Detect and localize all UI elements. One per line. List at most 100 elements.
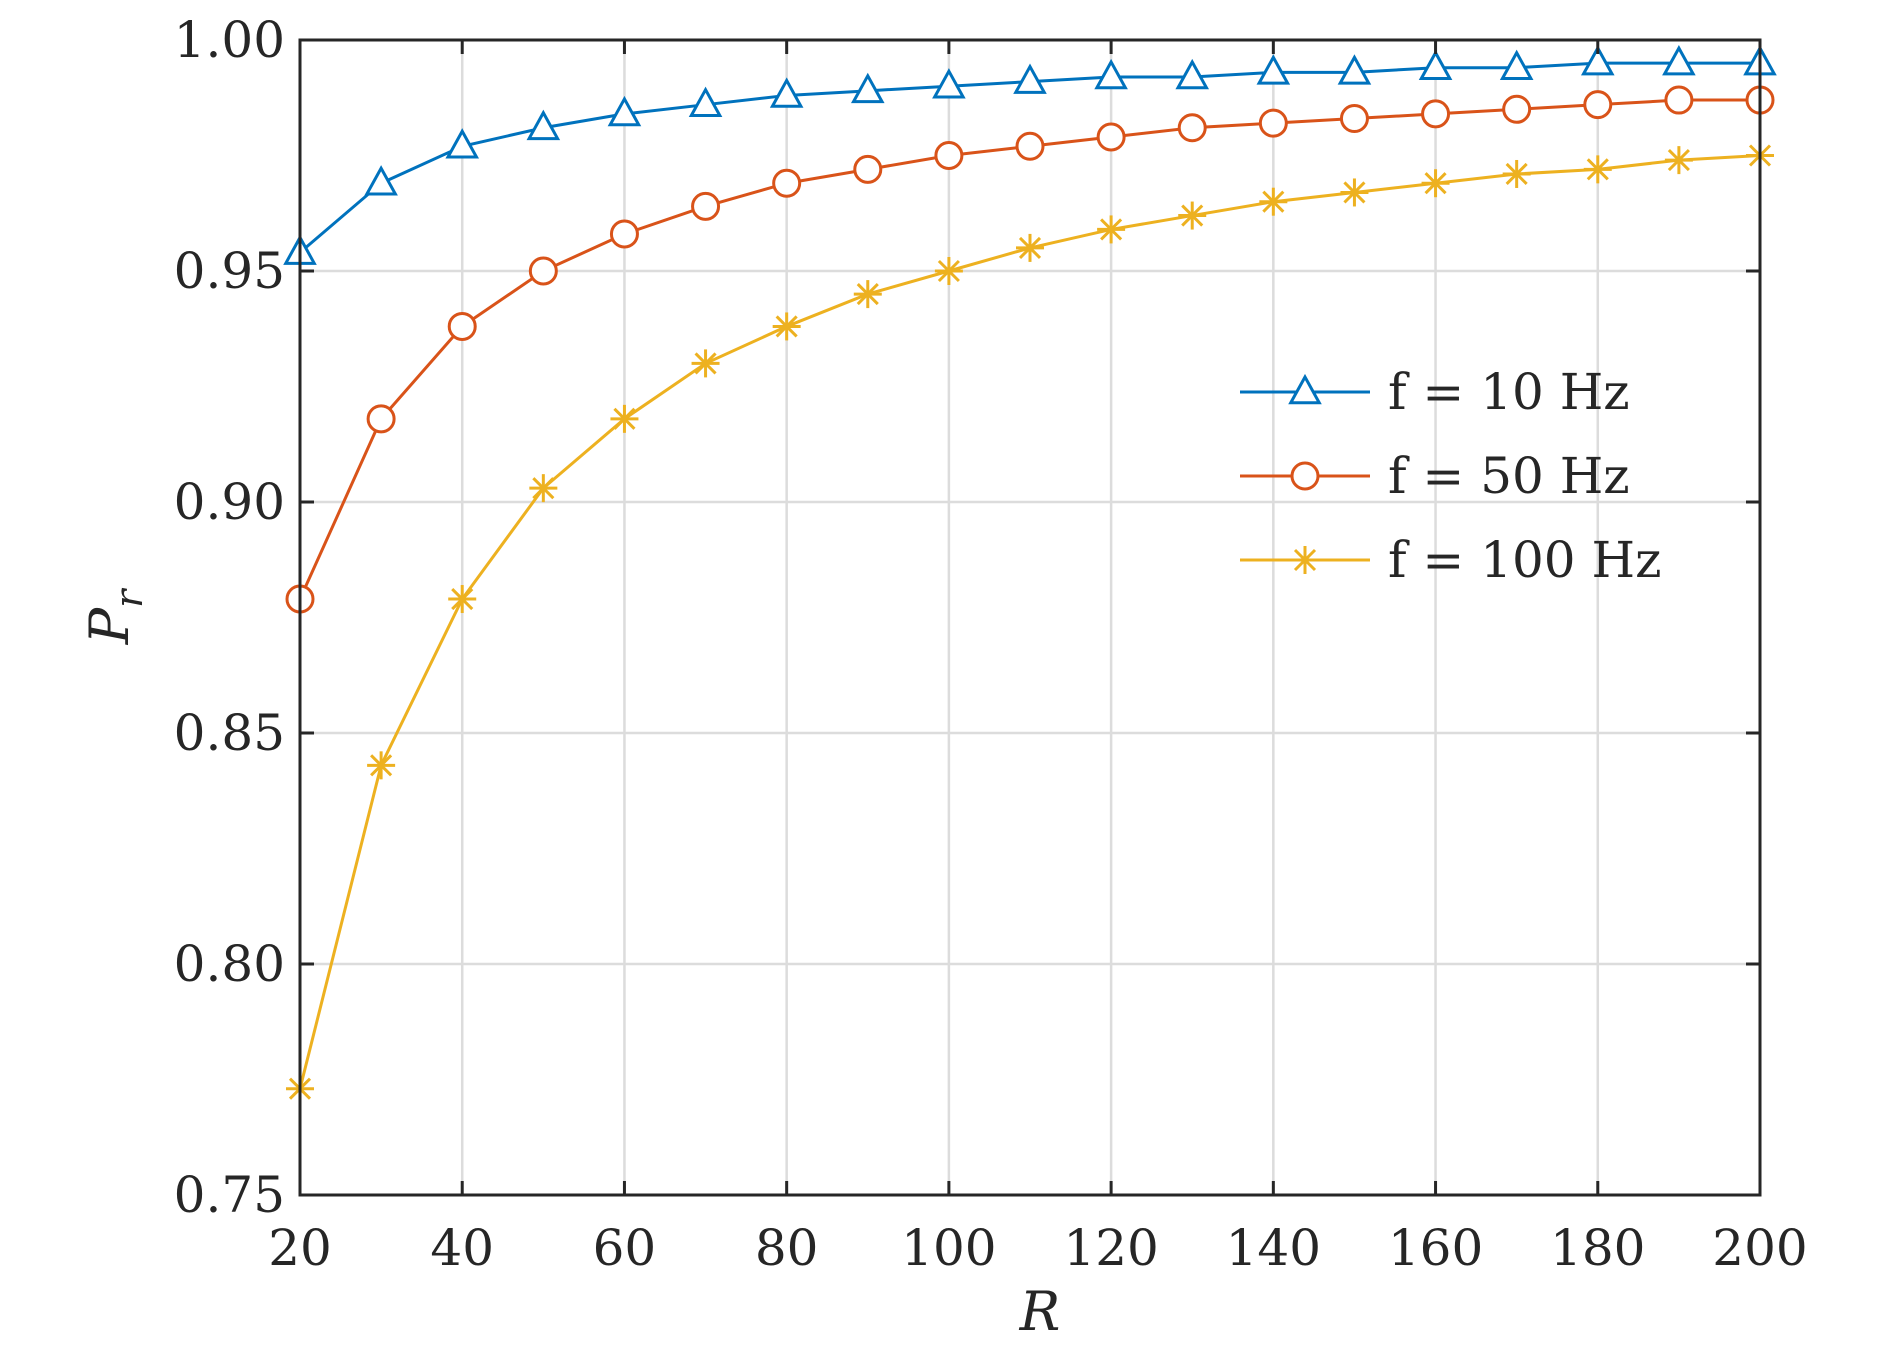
asterisk-stroke (1667, 149, 1690, 172)
legend-label: f = 10 Hz (1388, 363, 1630, 421)
legend-label: f = 50 Hz (1388, 447, 1630, 505)
data-point (691, 349, 720, 378)
asterisk-stroke (694, 352, 717, 375)
data-point (1013, 63, 1047, 94)
data-point (607, 95, 642, 127)
data-point (364, 165, 398, 196)
asterisk-stroke (1505, 162, 1528, 186)
data-point (445, 128, 480, 159)
data-point (1178, 201, 1207, 230)
data-point (769, 77, 804, 108)
data-point (610, 404, 639, 433)
data-point (772, 168, 802, 198)
legend-item: f = 50 Hz (1240, 447, 1630, 505)
y-axis-tick-labels: 0.75 0.80 0.85 0.90 0.95 1.00 (174, 11, 285, 1224)
data-point (1664, 85, 1694, 115)
data-point (1256, 54, 1291, 85)
data-point (691, 191, 721, 221)
data-point (688, 86, 723, 117)
x-tick-label: 20 (268, 1219, 332, 1277)
asterisk-stroke (775, 315, 798, 338)
data-point (1418, 49, 1453, 81)
data-point (1340, 178, 1369, 207)
y-tick-label: 1.00 (174, 11, 285, 69)
x-axis-tick-labels: 20 40 60 80 100 120 140 160 180 200 (268, 1219, 1808, 1277)
axes-box (298, 38, 1762, 1197)
data-point (1339, 104, 1369, 134)
x-tick-label: 200 (1712, 1219, 1807, 1277)
data-point (1175, 58, 1210, 90)
data-point (528, 256, 558, 286)
series-0 (283, 44, 1777, 265)
asterisk-stroke (1424, 172, 1447, 195)
legend-marker (1288, 373, 1322, 405)
asterisk-stroke (451, 587, 474, 611)
data-point (1502, 159, 1531, 188)
asterisk-stroke (613, 407, 636, 430)
legend-marker (1291, 546, 1319, 574)
x-tick-label: 160 (1388, 1219, 1483, 1277)
data-point (932, 68, 966, 99)
data-point (1177, 113, 1207, 143)
x-tick-label: 80 (755, 1219, 819, 1277)
series-2 (286, 141, 1774, 1103)
data-point (1016, 233, 1044, 262)
x-tick-label: 100 (901, 1219, 996, 1277)
data-point (1502, 94, 1532, 124)
asterisk-stroke (1100, 218, 1123, 241)
x-tick-label: 180 (1550, 1219, 1645, 1277)
data-point (853, 280, 882, 309)
y-tick-label: 0.85 (174, 704, 285, 762)
series-layer (283, 44, 1777, 1103)
data-point (1662, 44, 1696, 76)
data-point (1580, 44, 1615, 76)
asterisk-stroke (1262, 190, 1285, 213)
data-point (1421, 99, 1451, 129)
data-point (1097, 215, 1126, 244)
data-point (1015, 131, 1045, 161)
data-point (1499, 49, 1534, 81)
y-axis-label-main: P (78, 606, 141, 645)
legend-label: f = 100 Hz (1388, 531, 1661, 589)
asterisk-stroke (937, 259, 960, 283)
y-tick-label: 0.75 (174, 1166, 285, 1224)
legend-marker (1290, 461, 1320, 491)
data-point (447, 311, 477, 341)
data-point (1259, 187, 1288, 216)
y-tick-label: 0.90 (174, 473, 285, 531)
asterisk-stroke (1586, 158, 1609, 181)
asterisk-stroke (1343, 181, 1366, 204)
data-point (850, 72, 885, 104)
asterisk-stroke (370, 754, 393, 777)
y-axis-label: Pr (78, 587, 151, 645)
series-1 (285, 85, 1775, 614)
data-point (1583, 90, 1613, 120)
x-tick-label: 60 (593, 1219, 657, 1277)
legend: f = 10 Hz f = 50 Hz f = 100 Hz (1240, 363, 1661, 589)
data-point (1421, 169, 1450, 198)
data-point (529, 474, 558, 503)
data-point (1583, 155, 1612, 184)
axis-ticks (298, 38, 1762, 1197)
legend-item: f = 10 Hz (1240, 363, 1630, 421)
asterisk-stroke (1018, 236, 1042, 259)
asterisk-stroke (532, 477, 555, 500)
y-tick-label: 0.95 (174, 242, 285, 300)
legend-item: f = 100 Hz (1240, 531, 1661, 589)
data-point (934, 141, 964, 170)
data-point (1337, 54, 1372, 85)
plot-area (300, 40, 1760, 1195)
asterisk-stroke (856, 283, 879, 306)
data-point (772, 312, 801, 341)
data-point (526, 109, 561, 141)
data-point (367, 751, 396, 780)
data-point (853, 154, 883, 184)
data-point (1258, 108, 1288, 138)
data-point (448, 585, 477, 614)
x-tick-label: 40 (430, 1219, 494, 1277)
data-point (609, 219, 639, 249)
data-point (934, 257, 963, 285)
y-axis-label-sub: r (107, 587, 151, 608)
data-point (1096, 122, 1126, 152)
